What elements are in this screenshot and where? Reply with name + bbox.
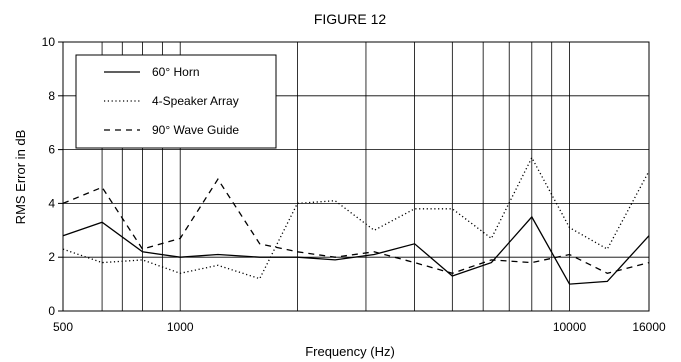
y-tick-label-4: 8	[48, 89, 55, 103]
plot-frame	[62, 41, 650, 312]
y-tick-label-0: 0	[48, 304, 55, 318]
x-tick-label-2: 10000	[553, 320, 587, 334]
legend-box	[75, 54, 277, 149]
legend-label-1: 4-Speaker Array	[152, 94, 239, 108]
series-line-0	[62, 215, 650, 285]
x-tick-label-0: 500	[53, 320, 73, 334]
series-line-2	[62, 177, 650, 274]
series-lines	[62, 156, 650, 285]
legend-label-0: 60° Horn	[152, 65, 200, 79]
x-tick-labels: 500 1000 10000 16000	[53, 320, 666, 334]
y-tick-label-1: 2	[48, 250, 55, 264]
series-line-1	[62, 156, 650, 280]
legend: 60° Horn 4-Speaker Array 90° Wave Guide	[75, 54, 277, 149]
y-tick-label-5: 10	[42, 35, 56, 49]
y-tick-label-2: 4	[48, 196, 55, 210]
y-tick-labels: 0 2 4 6 8 10	[42, 35, 63, 318]
x-tick-label-1: 1000	[167, 320, 194, 334]
x-axis-title: Frequency (Hz)	[305, 344, 395, 359]
y-axis-title: RMS Error in dB	[13, 130, 28, 225]
y-tick-label-3: 6	[48, 143, 55, 157]
chart-title: FIGURE 12	[314, 11, 387, 27]
legend-label-2: 90° Wave Guide	[152, 123, 239, 137]
x-tick-label-3: 16000	[632, 320, 666, 334]
